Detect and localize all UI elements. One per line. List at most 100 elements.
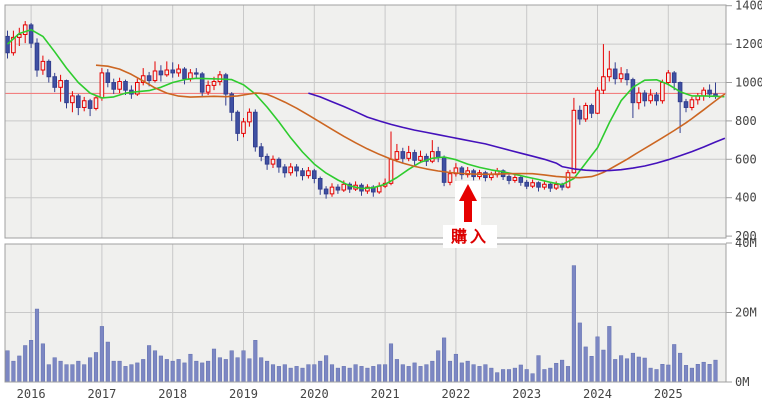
volume-bar (259, 357, 264, 383)
volume-bar (5, 350, 10, 383)
candle-down (589, 105, 594, 114)
candle-down (506, 176, 512, 181)
volume-bar (347, 367, 352, 383)
candle-up (288, 166, 293, 174)
axis-label: 2024 (583, 387, 612, 401)
volume-bar (377, 364, 382, 383)
volume-bar (400, 364, 405, 383)
candle-up (70, 95, 75, 104)
volume-bar (294, 366, 299, 383)
candle-down (282, 166, 288, 174)
axis-label: 2019 (229, 387, 258, 401)
volume-bar (117, 360, 122, 383)
volume-bar (695, 364, 700, 383)
volume-bar (229, 350, 234, 383)
candle-up (329, 186, 335, 195)
volume-bar (430, 360, 435, 383)
candle-down (229, 93, 234, 113)
volume-bar (64, 364, 69, 383)
axis-label: 1000 (735, 76, 762, 90)
volume-bar (23, 345, 28, 383)
candle-up (341, 183, 347, 191)
volume-bar (371, 366, 376, 383)
volume-bar (583, 346, 588, 383)
volume-bar (607, 326, 612, 383)
candle-up (430, 151, 435, 162)
axis-label: 20M (735, 306, 757, 320)
volume-bar (141, 359, 146, 383)
volume-bar (341, 366, 346, 383)
volume-bar (689, 367, 694, 383)
volume-bar (300, 367, 305, 383)
volume-bar (424, 364, 429, 383)
candle-down (548, 183, 553, 189)
candle-down (524, 181, 530, 187)
candle-up (553, 184, 559, 189)
volume-bar (536, 355, 541, 383)
volume-bar (52, 357, 57, 383)
candle-down (28, 24, 34, 44)
candle-up (406, 152, 411, 159)
candle-up (40, 60, 46, 71)
candle-up (648, 94, 653, 102)
axis-label: 2017 (87, 387, 116, 401)
ma-green-short-line (6, 28, 725, 190)
volume-bar (211, 348, 217, 383)
chart-panels (5, 5, 726, 382)
volume-bar (46, 364, 51, 383)
candle-up (81, 100, 87, 108)
purchase-arrow-box (455, 181, 481, 225)
candle-down (105, 72, 111, 84)
candle-up (583, 105, 589, 120)
candle-up (689, 99, 695, 108)
axis-label: 600 (735, 152, 757, 166)
candle-up (211, 81, 217, 86)
volume-bar (93, 352, 99, 383)
volume-bar (388, 343, 394, 383)
candle-up (152, 70, 158, 82)
volume-bar (58, 360, 63, 383)
axis-label: 2016 (17, 387, 46, 401)
volume-bar (288, 367, 293, 383)
candle-down (111, 82, 117, 90)
candle-up (447, 173, 453, 183)
volume-bar (270, 364, 276, 383)
volume-bar (518, 364, 523, 383)
volume-bar (530, 373, 535, 383)
volume-bar (282, 364, 287, 383)
candle-down (170, 69, 175, 74)
candle-up (270, 158, 276, 165)
volume-bar (324, 355, 329, 383)
volume-bar (483, 364, 488, 383)
candle-down (146, 75, 152, 82)
candle-down (459, 167, 465, 176)
volume-bar (200, 362, 205, 383)
year-axis: 2016 2017 2018 2019 2020 2021 2022 2023 2024 2025 (17, 387, 683, 401)
candle-up (595, 89, 600, 114)
candle-up (135, 82, 140, 95)
volume-bar (76, 360, 81, 383)
ma-orange-mid-line (95, 64, 726, 179)
volume-bar (29, 340, 34, 383)
purchase-up-arrow-shaft (464, 201, 472, 222)
volume-bar (436, 350, 441, 383)
volume-bar (642, 357, 647, 383)
candle-down (87, 100, 93, 109)
candle-down (412, 152, 417, 161)
axis-label: 2018 (158, 387, 187, 401)
candle-down (76, 95, 81, 108)
volume-bar (123, 366, 128, 383)
volume-bar (589, 356, 594, 383)
volume-bar (217, 357, 222, 383)
volume-bar (206, 360, 211, 383)
ma-orange-mid (95, 64, 726, 179)
candle-up (636, 92, 642, 104)
price-axis: 1400 1200 1000 800 600 400 200 (726, 0, 762, 243)
candle-down (335, 186, 341, 191)
volume-axis: 40M 20M 0M (726, 236, 757, 389)
candle-up (618, 73, 624, 80)
volume-bar (34, 308, 40, 383)
volume-bar (683, 365, 689, 383)
